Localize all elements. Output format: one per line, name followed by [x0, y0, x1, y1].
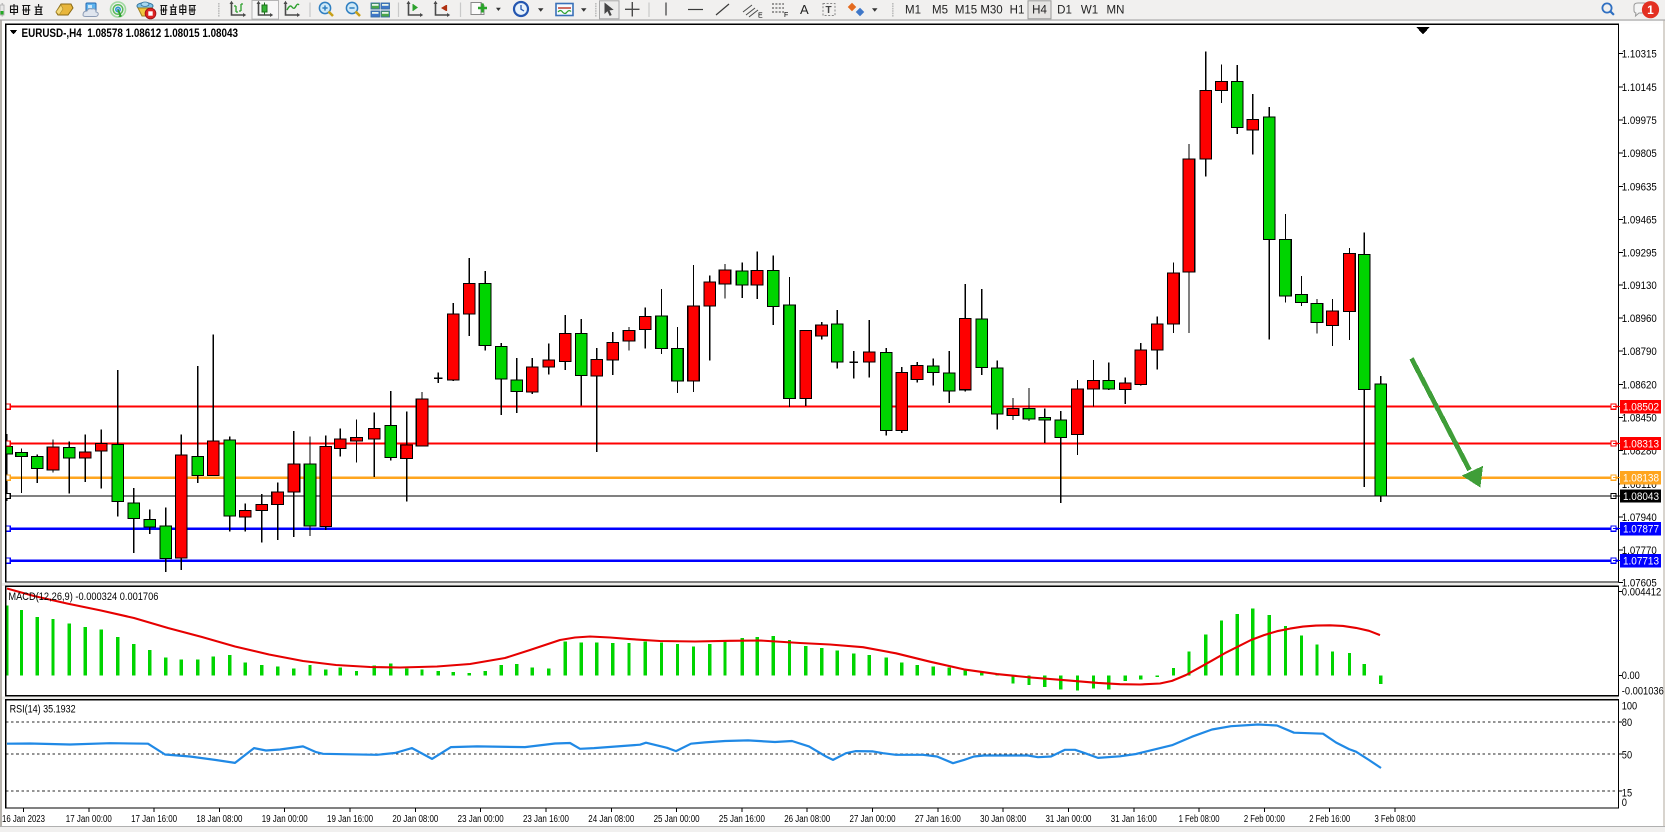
svg-text:23 Jan 00:00: 23 Jan 00:00 — [458, 814, 504, 825]
svg-text:80: 80 — [1622, 717, 1632, 729]
svg-text:RSI(14) 35.1932: RSI(14) 35.1932 — [10, 703, 76, 715]
svg-text:MN: MN — [1107, 5, 1125, 17]
svg-text:T: T — [826, 5, 832, 16]
svg-text:H4: H4 — [1032, 5, 1047, 17]
svg-text:25 Jan 00:00: 25 Jan 00:00 — [654, 814, 700, 825]
svg-text:100: 100 — [1622, 701, 1637, 713]
svg-text:M1: M1 — [905, 5, 921, 17]
svg-text:1.08502: 1.08502 — [1623, 402, 1659, 414]
svg-text:15: 15 — [1622, 788, 1632, 800]
svg-text:50: 50 — [1622, 750, 1632, 762]
svg-text:W1: W1 — [1081, 5, 1098, 17]
svg-text:17 Jan 00:00: 17 Jan 00:00 — [66, 814, 112, 825]
svg-text:M30: M30 — [980, 5, 1002, 17]
svg-text:1.07940: 1.07940 — [1622, 512, 1657, 524]
svg-text:1.09295: 1.09295 — [1622, 248, 1657, 260]
svg-text:0.00: 0.00 — [1622, 670, 1640, 682]
svg-text:1: 1 — [1647, 3, 1654, 17]
svg-text:17 Jan 16:00: 17 Jan 16:00 — [131, 814, 177, 825]
svg-text:1 Feb 08:00: 1 Feb 08:00 — [1179, 814, 1220, 825]
svg-text:24 Jan 08:00: 24 Jan 08:00 — [588, 814, 634, 825]
svg-text:A: A — [800, 2, 809, 17]
svg-text:16 Jan 2023: 16 Jan 2023 — [2, 814, 45, 825]
svg-text:1.09130: 1.09130 — [1622, 280, 1657, 292]
svg-text:EURUSD-,H4 1.08578 1.08612 1.: EURUSD-,H4 1.08578 1.08612 1.08015 1.080… — [22, 26, 239, 40]
svg-text:20 Jan 08:00: 20 Jan 08:00 — [392, 814, 438, 825]
svg-text:1.09465: 1.09465 — [1622, 214, 1657, 226]
svg-text:25 Jan 16:00: 25 Jan 16:00 — [719, 814, 765, 825]
svg-text:31 Jan 16:00: 31 Jan 16:00 — [1111, 814, 1157, 825]
svg-text:1.10315: 1.10315 — [1622, 49, 1657, 61]
svg-text:1.09805: 1.09805 — [1622, 148, 1657, 160]
svg-text:1.08790: 1.08790 — [1622, 346, 1657, 358]
svg-text:2 Feb 16:00: 2 Feb 16:00 — [1309, 814, 1350, 825]
svg-text:-0.001036: -0.001036 — [1622, 686, 1664, 698]
svg-text:1.07713: 1.07713 — [1623, 556, 1659, 568]
svg-text:1.07877: 1.07877 — [1623, 524, 1659, 536]
svg-text:1.08313: 1.08313 — [1623, 439, 1659, 451]
svg-text:27 Jan 16:00: 27 Jan 16:00 — [915, 814, 961, 825]
svg-text:D1: D1 — [1057, 5, 1072, 17]
svg-text:2 Feb 00:00: 2 Feb 00:00 — [1244, 814, 1285, 825]
svg-text:3 Feb 08:00: 3 Feb 08:00 — [1375, 814, 1416, 825]
svg-text:0.004412: 0.004412 — [1622, 587, 1662, 599]
svg-text:19 Jan 00:00: 19 Jan 00:00 — [262, 814, 308, 825]
svg-text:1.07605: 1.07605 — [1622, 577, 1657, 589]
svg-text:1.09635: 1.09635 — [1622, 181, 1657, 193]
svg-text:1.10145: 1.10145 — [1622, 82, 1657, 94]
svg-text:F: F — [784, 12, 788, 19]
svg-text:0: 0 — [1622, 797, 1627, 809]
svg-text:MACD(12,26,9) -0.000324 0.0017: MACD(12,26,9) -0.000324 0.001706 — [8, 591, 158, 603]
svg-text:1.09975: 1.09975 — [1622, 115, 1657, 127]
svg-text:26 Jan 08:00: 26 Jan 08:00 — [784, 814, 830, 825]
svg-text:23 Jan 16:00: 23 Jan 16:00 — [523, 814, 569, 825]
svg-text:M15: M15 — [955, 5, 977, 17]
svg-text:H1: H1 — [1010, 5, 1025, 17]
svg-text:30 Jan 08:00: 30 Jan 08:00 — [980, 814, 1026, 825]
svg-text:19 Jan 16:00: 19 Jan 16:00 — [327, 814, 373, 825]
svg-text:18 Jan 08:00: 18 Jan 08:00 — [196, 814, 242, 825]
svg-text:1.08620: 1.08620 — [1622, 379, 1657, 391]
svg-text:1.08450: 1.08450 — [1622, 413, 1657, 425]
svg-text:1.08043: 1.08043 — [1623, 491, 1659, 503]
svg-text:1.08138: 1.08138 — [1623, 473, 1659, 485]
svg-text:1.08960: 1.08960 — [1622, 313, 1657, 325]
svg-text:31 Jan 00:00: 31 Jan 00:00 — [1045, 814, 1091, 825]
svg-text:E: E — [758, 13, 763, 20]
svg-text:M5: M5 — [932, 5, 948, 17]
svg-text:27 Jan 00:00: 27 Jan 00:00 — [850, 814, 896, 825]
